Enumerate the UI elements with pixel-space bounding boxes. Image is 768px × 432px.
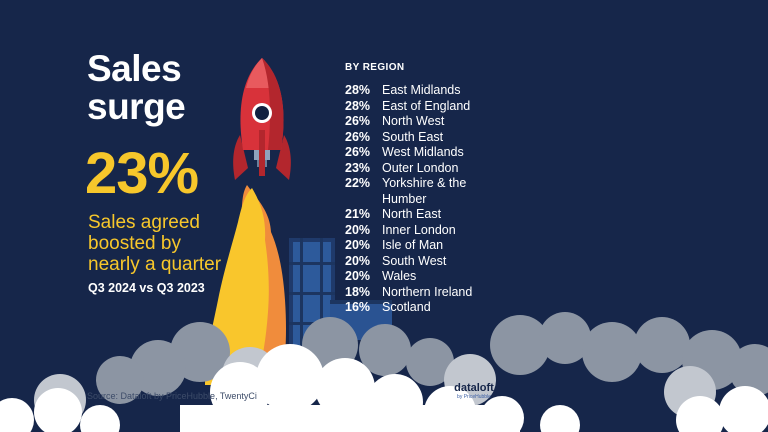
region-row: 22% Yorkshire & the Humber <box>345 176 502 207</box>
region-row: 26% South East <box>345 130 502 146</box>
region-name: Northern Ireland <box>382 284 473 299</box>
region-row: 16% Scotland <box>345 300 502 316</box>
region-percentage: 22% <box>345 176 371 190</box>
region-row: 28% East of England <box>345 99 502 115</box>
region-name: North West <box>382 114 445 128</box>
region-heading: BY REGION <box>345 62 405 73</box>
region-name: Outer London <box>382 160 459 175</box>
logo-name: dataloft <box>454 382 494 394</box>
dataloft-logo: dataloft by PriceHubble <box>450 382 498 412</box>
region-percentage: 18% <box>345 284 371 299</box>
region-percentage: 26% <box>345 114 371 128</box>
region-name: North East <box>382 207 442 221</box>
region-row: 26% West Midlands <box>345 145 502 161</box>
region-row: 20% Inner London <box>345 223 502 239</box>
region-list: 28% East Midlands 28% East of England 26% N… <box>345 83 502 316</box>
region-name: East Midlands <box>382 83 461 97</box>
region-row: 18% Northern Ireland <box>345 285 502 301</box>
region-percentage: 26% <box>345 145 371 159</box>
launch-tower <box>289 238 392 348</box>
region-percentage: 20% <box>345 253 371 268</box>
region-row: 23% Outer London <box>345 161 502 177</box>
region-row: 26% North West <box>345 114 502 130</box>
rocket <box>233 58 291 180</box>
region-row: 21% North East <box>345 207 502 223</box>
region-name: South West <box>382 253 447 268</box>
comparison-period: Q3 2024 vs Q3 2023 <box>88 281 205 295</box>
source-note: Source: Dataloft by PriceHubble, TwentyC… <box>87 391 257 401</box>
region-percentage: 21% <box>345 207 371 221</box>
region-name: East of England <box>382 98 471 113</box>
statistic-description-line: boosted by <box>88 233 181 254</box>
region-percentage: 28% <box>345 83 371 97</box>
statistic-description-line: Sales agreed <box>88 212 200 233</box>
region-name: Scotland <box>382 300 431 314</box>
region-name: Yorkshire & the Humber <box>382 176 467 206</box>
region-percentage: 26% <box>345 129 371 144</box>
region-percentage: 16% <box>345 300 371 314</box>
logo-subtitle: by PriceHubble <box>457 394 491 400</box>
region-name: Inner London <box>382 222 456 237</box>
region-percentage: 28% <box>345 98 371 113</box>
region-name: West Midlands <box>382 145 464 159</box>
region-percentage: 20% <box>345 269 371 283</box>
region-row: 20% South West <box>345 254 502 270</box>
headline-line-2: surge <box>87 86 186 127</box>
headline-line-1: Sales <box>87 48 182 89</box>
region-percentage: 23% <box>345 160 371 175</box>
headline: Sales surge <box>87 48 186 127</box>
region-row: 28% East Midlands <box>345 83 502 99</box>
statistic-description: Sales agreed boosted by nearly a quarter <box>88 212 221 275</box>
headline-statistic: 23% <box>85 141 199 206</box>
region-name: Wales <box>382 269 417 283</box>
region-row: 20% Isle of Man <box>345 238 502 254</box>
region-row: 20% Wales <box>345 269 502 285</box>
region-percentage: 20% <box>345 222 371 237</box>
region-name: South East <box>382 129 444 144</box>
region-percentage: 20% <box>345 238 371 252</box>
white-clouds <box>0 344 768 432</box>
region-name: Isle of Man <box>382 238 444 252</box>
statistic-description-line: nearly a quarter <box>88 254 222 275</box>
